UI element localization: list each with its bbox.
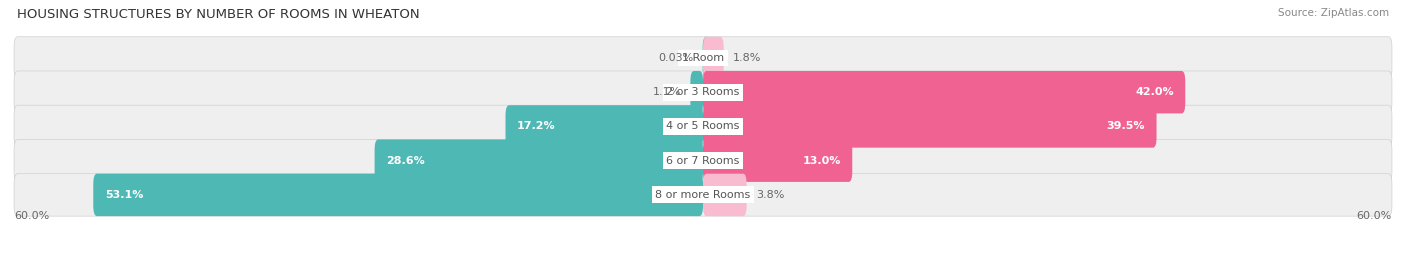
Text: 13.0%: 13.0% <box>803 156 841 166</box>
Text: 1.8%: 1.8% <box>733 53 761 63</box>
Text: 3.8%: 3.8% <box>756 190 785 200</box>
Text: 8 or more Rooms: 8 or more Rooms <box>655 190 751 200</box>
FancyBboxPatch shape <box>690 71 703 114</box>
Text: 4 or 5 Rooms: 4 or 5 Rooms <box>666 121 740 132</box>
Text: 60.0%: 60.0% <box>14 211 49 221</box>
FancyBboxPatch shape <box>93 174 703 216</box>
Text: 6 or 7 Rooms: 6 or 7 Rooms <box>666 156 740 166</box>
FancyBboxPatch shape <box>14 139 1392 182</box>
FancyBboxPatch shape <box>14 174 1392 216</box>
FancyBboxPatch shape <box>703 139 852 182</box>
Text: 1.1%: 1.1% <box>652 87 681 97</box>
Text: 17.2%: 17.2% <box>517 121 555 132</box>
FancyBboxPatch shape <box>703 174 747 216</box>
Text: 1 Room: 1 Room <box>682 53 724 63</box>
FancyBboxPatch shape <box>703 105 1157 148</box>
FancyBboxPatch shape <box>703 37 724 79</box>
Text: 28.6%: 28.6% <box>387 156 425 166</box>
Text: 42.0%: 42.0% <box>1135 87 1174 97</box>
FancyBboxPatch shape <box>14 37 1392 79</box>
Text: Source: ZipAtlas.com: Source: ZipAtlas.com <box>1278 8 1389 18</box>
FancyBboxPatch shape <box>703 71 1185 114</box>
Text: 0.03%: 0.03% <box>658 53 693 63</box>
Text: 53.1%: 53.1% <box>105 190 143 200</box>
FancyBboxPatch shape <box>374 139 703 182</box>
Text: 60.0%: 60.0% <box>1357 211 1392 221</box>
Text: HOUSING STRUCTURES BY NUMBER OF ROOMS IN WHEATON: HOUSING STRUCTURES BY NUMBER OF ROOMS IN… <box>17 8 419 21</box>
Text: 2 or 3 Rooms: 2 or 3 Rooms <box>666 87 740 97</box>
FancyBboxPatch shape <box>703 37 710 79</box>
Legend: Owner-occupied, Renter-occupied: Owner-occupied, Renter-occupied <box>586 267 820 269</box>
FancyBboxPatch shape <box>506 105 703 148</box>
Text: 39.5%: 39.5% <box>1107 121 1144 132</box>
FancyBboxPatch shape <box>14 105 1392 148</box>
FancyBboxPatch shape <box>14 71 1392 114</box>
